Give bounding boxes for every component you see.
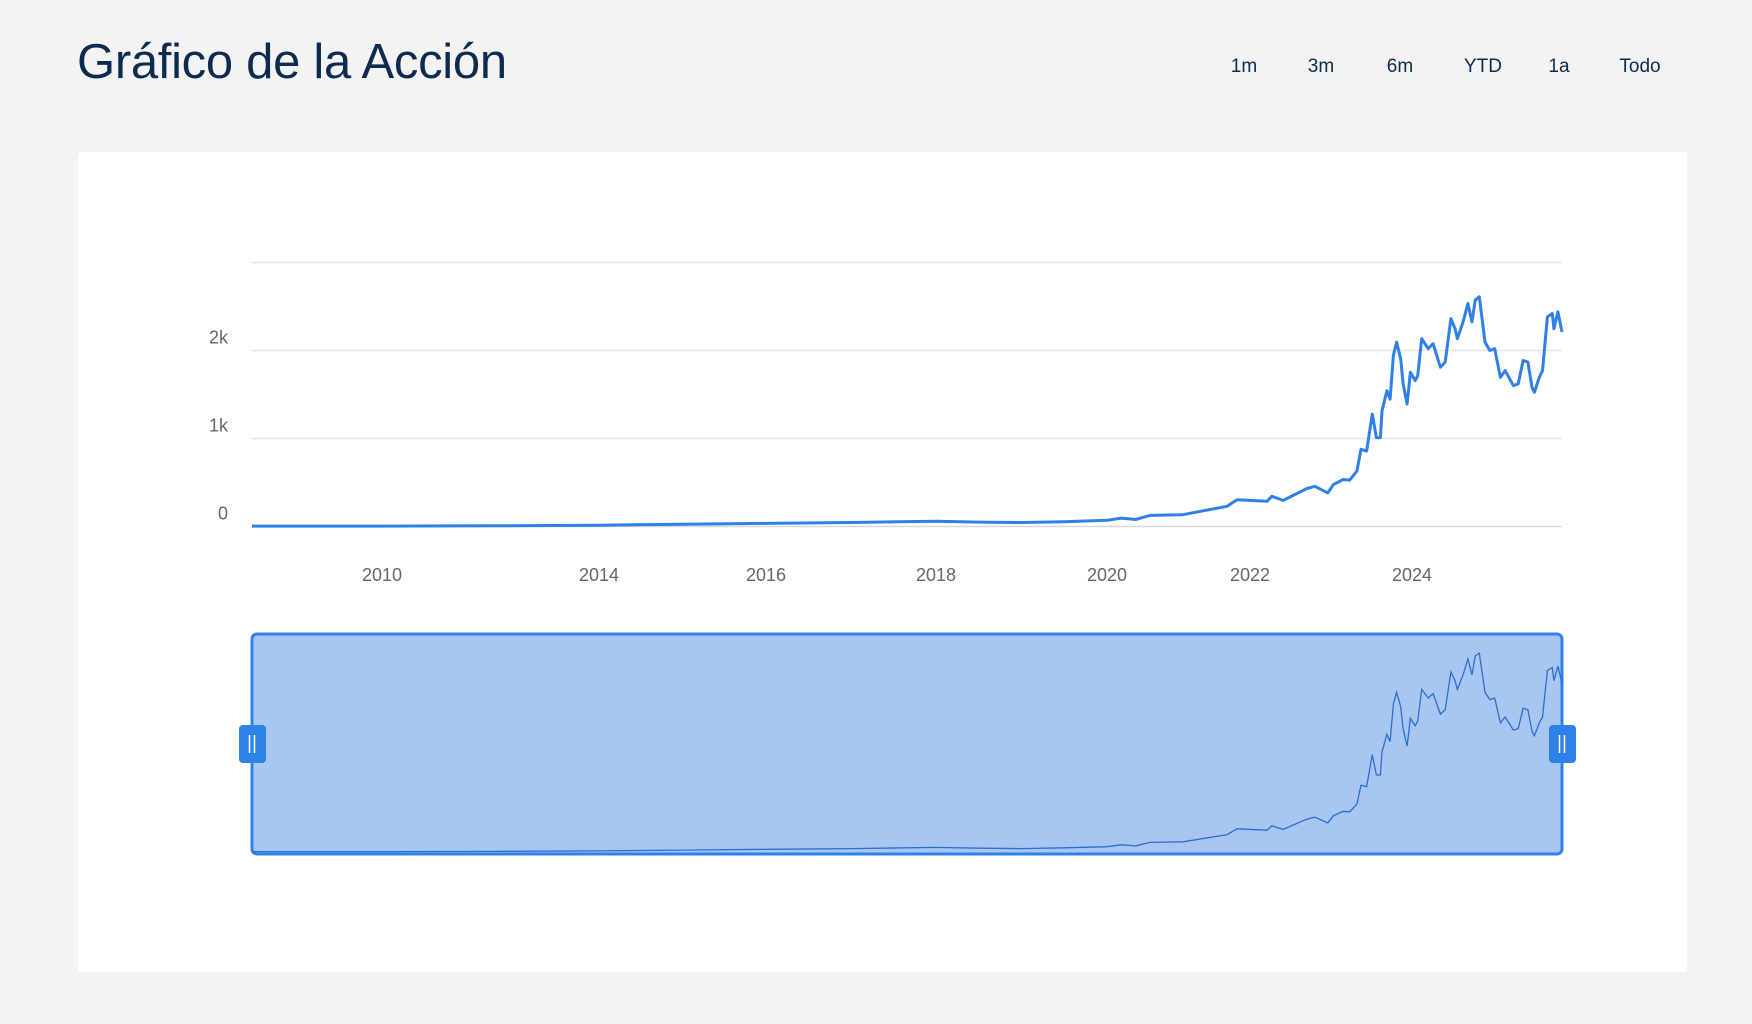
range-button-1m[interactable]: 1m [1230, 56, 1258, 77]
x-tick-label: 2016 [746, 565, 786, 585]
x-tick-label: 2014 [579, 565, 619, 585]
x-tick-label: 2020 [1087, 565, 1127, 585]
x-tick-label: 2010 [362, 565, 402, 585]
navigator-handle-left[interactable] [239, 725, 266, 763]
range-button-ytd[interactable]: YTD [1464, 56, 1502, 77]
plot-area [252, 295, 1564, 528]
y-tick-label: 1k [209, 416, 229, 436]
y-tick-label: 2k [209, 328, 229, 348]
y-axis: 0 1k 2k [209, 328, 229, 524]
x-tick-label: 2024 [1392, 565, 1432, 585]
navigator[interactable] [239, 632, 1576, 856]
range-button-1a[interactable]: 1a [1548, 56, 1570, 77]
page-title: Gráfico de la Acción [77, 35, 507, 89]
x-tick-label: 2018 [916, 565, 956, 585]
range-button-3m[interactable]: 3m [1307, 56, 1335, 77]
handle-body[interactable] [239, 725, 266, 763]
grid-lines [252, 261, 1562, 528]
x-tick-label: 2022 [1230, 565, 1270, 585]
navigator-selection[interactable] [250, 632, 1564, 856]
y-tick-label: 0 [218, 504, 228, 524]
range-button-6m[interactable]: 6m [1386, 56, 1414, 77]
price-line [252, 295, 1564, 528]
navigator-line [252, 651, 1563, 853]
range-button-todo[interactable]: Todo [1619, 56, 1661, 77]
range-selector: 1m 3m 6m YTD 1a Todo [0, 56, 1752, 82]
navigator-handle-right[interactable] [1549, 725, 1576, 763]
x-axis: 2010 2014 2016 2018 2020 2022 2024 [362, 565, 1432, 585]
handle-body[interactable] [1549, 725, 1576, 763]
